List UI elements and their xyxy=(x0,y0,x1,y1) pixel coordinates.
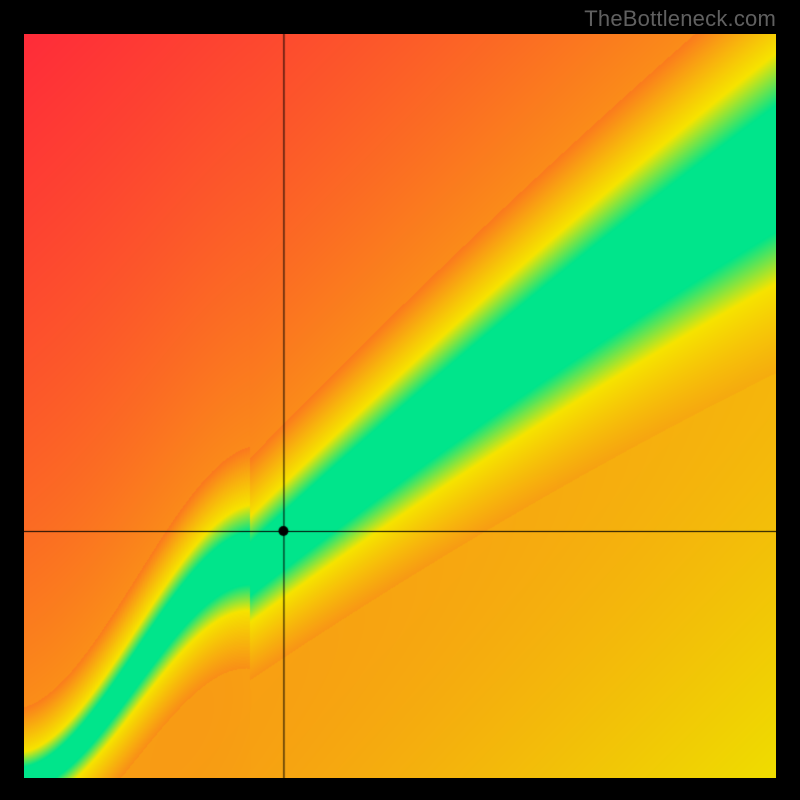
heatmap-canvas xyxy=(24,34,776,778)
heatmap-plot xyxy=(24,34,776,778)
figure-container: TheBottleneck.com xyxy=(0,0,800,800)
watermark-text: TheBottleneck.com xyxy=(584,6,776,32)
